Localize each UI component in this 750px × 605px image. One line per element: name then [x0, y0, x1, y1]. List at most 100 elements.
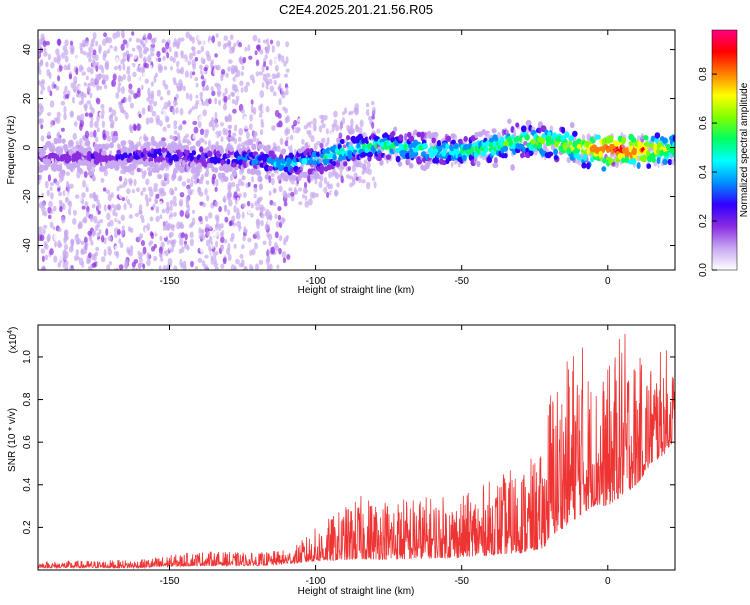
spectrogram-cell-1134: [154, 229, 160, 234]
spectrogram-cell-2940: [422, 143, 428, 150]
spectrogram-cell-657: [105, 228, 109, 236]
spectrogram-cell-1883: [228, 166, 234, 172]
spectrogram-cell-306: [68, 200, 73, 209]
spectrogram-cell-2216: [268, 239, 272, 247]
spectrogram-cell-1993: [241, 175, 246, 181]
spectrogram-cell-1733: [213, 167, 218, 173]
spectrogram-cell-3165: [499, 136, 505, 142]
spectrogram-cell-617: [102, 209, 106, 217]
spectrogram-cell-1448: [184, 233, 188, 241]
spectrogram-cell-837: [124, 112, 129, 120]
spectrogram-cell-1742: [218, 99, 222, 106]
spectrogram-cell-875: [126, 68, 131, 75]
spectrogram-cell-860: [128, 214, 134, 219]
spectrogram-cell-1790: [223, 274, 227, 280]
spectrogram-cell-1895: [235, 272, 238, 279]
spectrogram-cell-2539: [320, 137, 326, 144]
spectrogram-cell-50: [40, 124, 44, 130]
spectrogram-cell-704: [113, 269, 115, 270]
spectrogram-cell-1517: [193, 126, 199, 134]
spectrogram-cell-1311: [172, 41, 177, 48]
spectrogram-y-tick-label-1: -20: [22, 189, 33, 204]
spectrogram-cell-2406: [290, 191, 295, 197]
spectrogram-cell-2032: [246, 168, 251, 174]
spectrogram-cell-1500: [191, 59, 197, 67]
spectrogram-cell-2719: [354, 103, 359, 111]
spectrogram-cell-2079: [253, 131, 258, 136]
spectrogram-cell-1780: [219, 148, 224, 155]
spectrogram-cell-1080: [149, 52, 155, 57]
spectrogram-cell-2670: [345, 135, 351, 141]
spectrogram-cell-2656: [344, 107, 348, 115]
spectrogram-cell-3174: [503, 152, 508, 159]
svg-text:(x104): (x104): [7, 327, 19, 354]
spectrogram-cell-1827: [227, 94, 231, 101]
spectrogram-cell-1647: [208, 225, 213, 230]
spectrogram-cell-2137: [259, 90, 265, 98]
spectrogram-cell-101: [46, 189, 50, 197]
spectrogram-cell-1055: [146, 258, 151, 267]
spectrogram-cell-2987: [437, 145, 443, 152]
spectrogram-cell-1393: [179, 258, 183, 267]
spectrogram-cell-1455: [184, 144, 190, 151]
spectrogram-cell-3469: [605, 146, 610, 154]
spectrogram-cell-2739: [357, 133, 364, 141]
spectrogram-cell-1760: [220, 272, 223, 280]
spectrogram-cell-1053: [145, 47, 150, 52]
spectrogram-cell-1133: [155, 206, 160, 214]
spectrogram-cell-2702: [352, 176, 356, 182]
spectrogram-cell-169: [57, 262, 62, 268]
spectrogram-cell-3666: [672, 135, 675, 142]
spectrogram-cell-2761: [365, 181, 371, 190]
spectrogram-cell-2653: [341, 117, 346, 125]
spectrogram-cell-3060: [462, 144, 469, 151]
spectrogram-cell-971: [140, 168, 144, 173]
spectrogram-cell-2002: [243, 251, 248, 258]
spectrogram-cell-793: [120, 75, 124, 83]
spectrogram-cell-712: [111, 79, 117, 88]
spectrogram-cell-3622: [656, 157, 661, 165]
spectrogram-cell-1781: [218, 165, 224, 172]
spectrogram-cell-121: [50, 119, 53, 128]
spectrogram-cell-595: [99, 219, 104, 224]
spectrogram-cell-1787: [225, 72, 229, 78]
spectrogram-cell-2643: [340, 175, 344, 184]
spectrogram-cell-1219: [160, 141, 167, 148]
spectrogram-cell-247: [63, 243, 68, 251]
spectrogram-cell-3143: [493, 156, 498, 165]
spectrogram-cell-1557: [198, 215, 203, 222]
spectrogram-cell-884: [129, 245, 134, 252]
spectrogram-cell-1396: [177, 151, 184, 158]
spectrogram-cell-430: [82, 74, 87, 83]
spectrogram-cell-1626: [204, 140, 208, 145]
spectrogram-cell-2747: [361, 170, 365, 175]
spectrogram-cell-325: [72, 218, 77, 225]
spectrogram-cell-277: [65, 93, 70, 99]
spectrogram-cell-1649: [208, 235, 213, 244]
spectrogram-cell-185: [55, 250, 61, 257]
spectrogram-cell-2700: [351, 128, 356, 134]
spectrogram-cell-1878: [229, 136, 236, 142]
spectrogram-cell-569: [94, 224, 99, 232]
spectrogram-cell-771: [117, 75, 121, 83]
spectrogram-cell-899: [132, 47, 136, 52]
spectrogram-cell-2480: [307, 140, 313, 147]
spectrogram-cell-191: [57, 137, 62, 144]
spectrogram-cell-3428: [590, 156, 595, 163]
spectrogram-cell-3308: [550, 144, 555, 151]
spectrogram-cell-176: [58, 191, 63, 197]
spectrogram-cell-51: [41, 86, 46, 91]
spectrogram-cell-1624: [204, 188, 208, 196]
spectrogram-cell-253: [64, 260, 69, 266]
spectrogram-cell-2901: [408, 135, 415, 142]
spectrogram-cell-1857: [229, 34, 234, 40]
spectrogram-cell-3387: [576, 138, 582, 144]
spectrogram-cell-1648: [206, 54, 212, 62]
spectrogram-cell-1566: [199, 100, 203, 109]
spectrogram-cell-467: [84, 140, 91, 147]
spectrogram-cell-248: [63, 112, 67, 121]
snr-x-tick-label-2: -50: [454, 576, 469, 587]
spectrogram-cell-1758: [215, 150, 221, 158]
spectrogram-cell-280: [65, 234, 69, 241]
spectrogram-cell-2558: [323, 186, 328, 194]
